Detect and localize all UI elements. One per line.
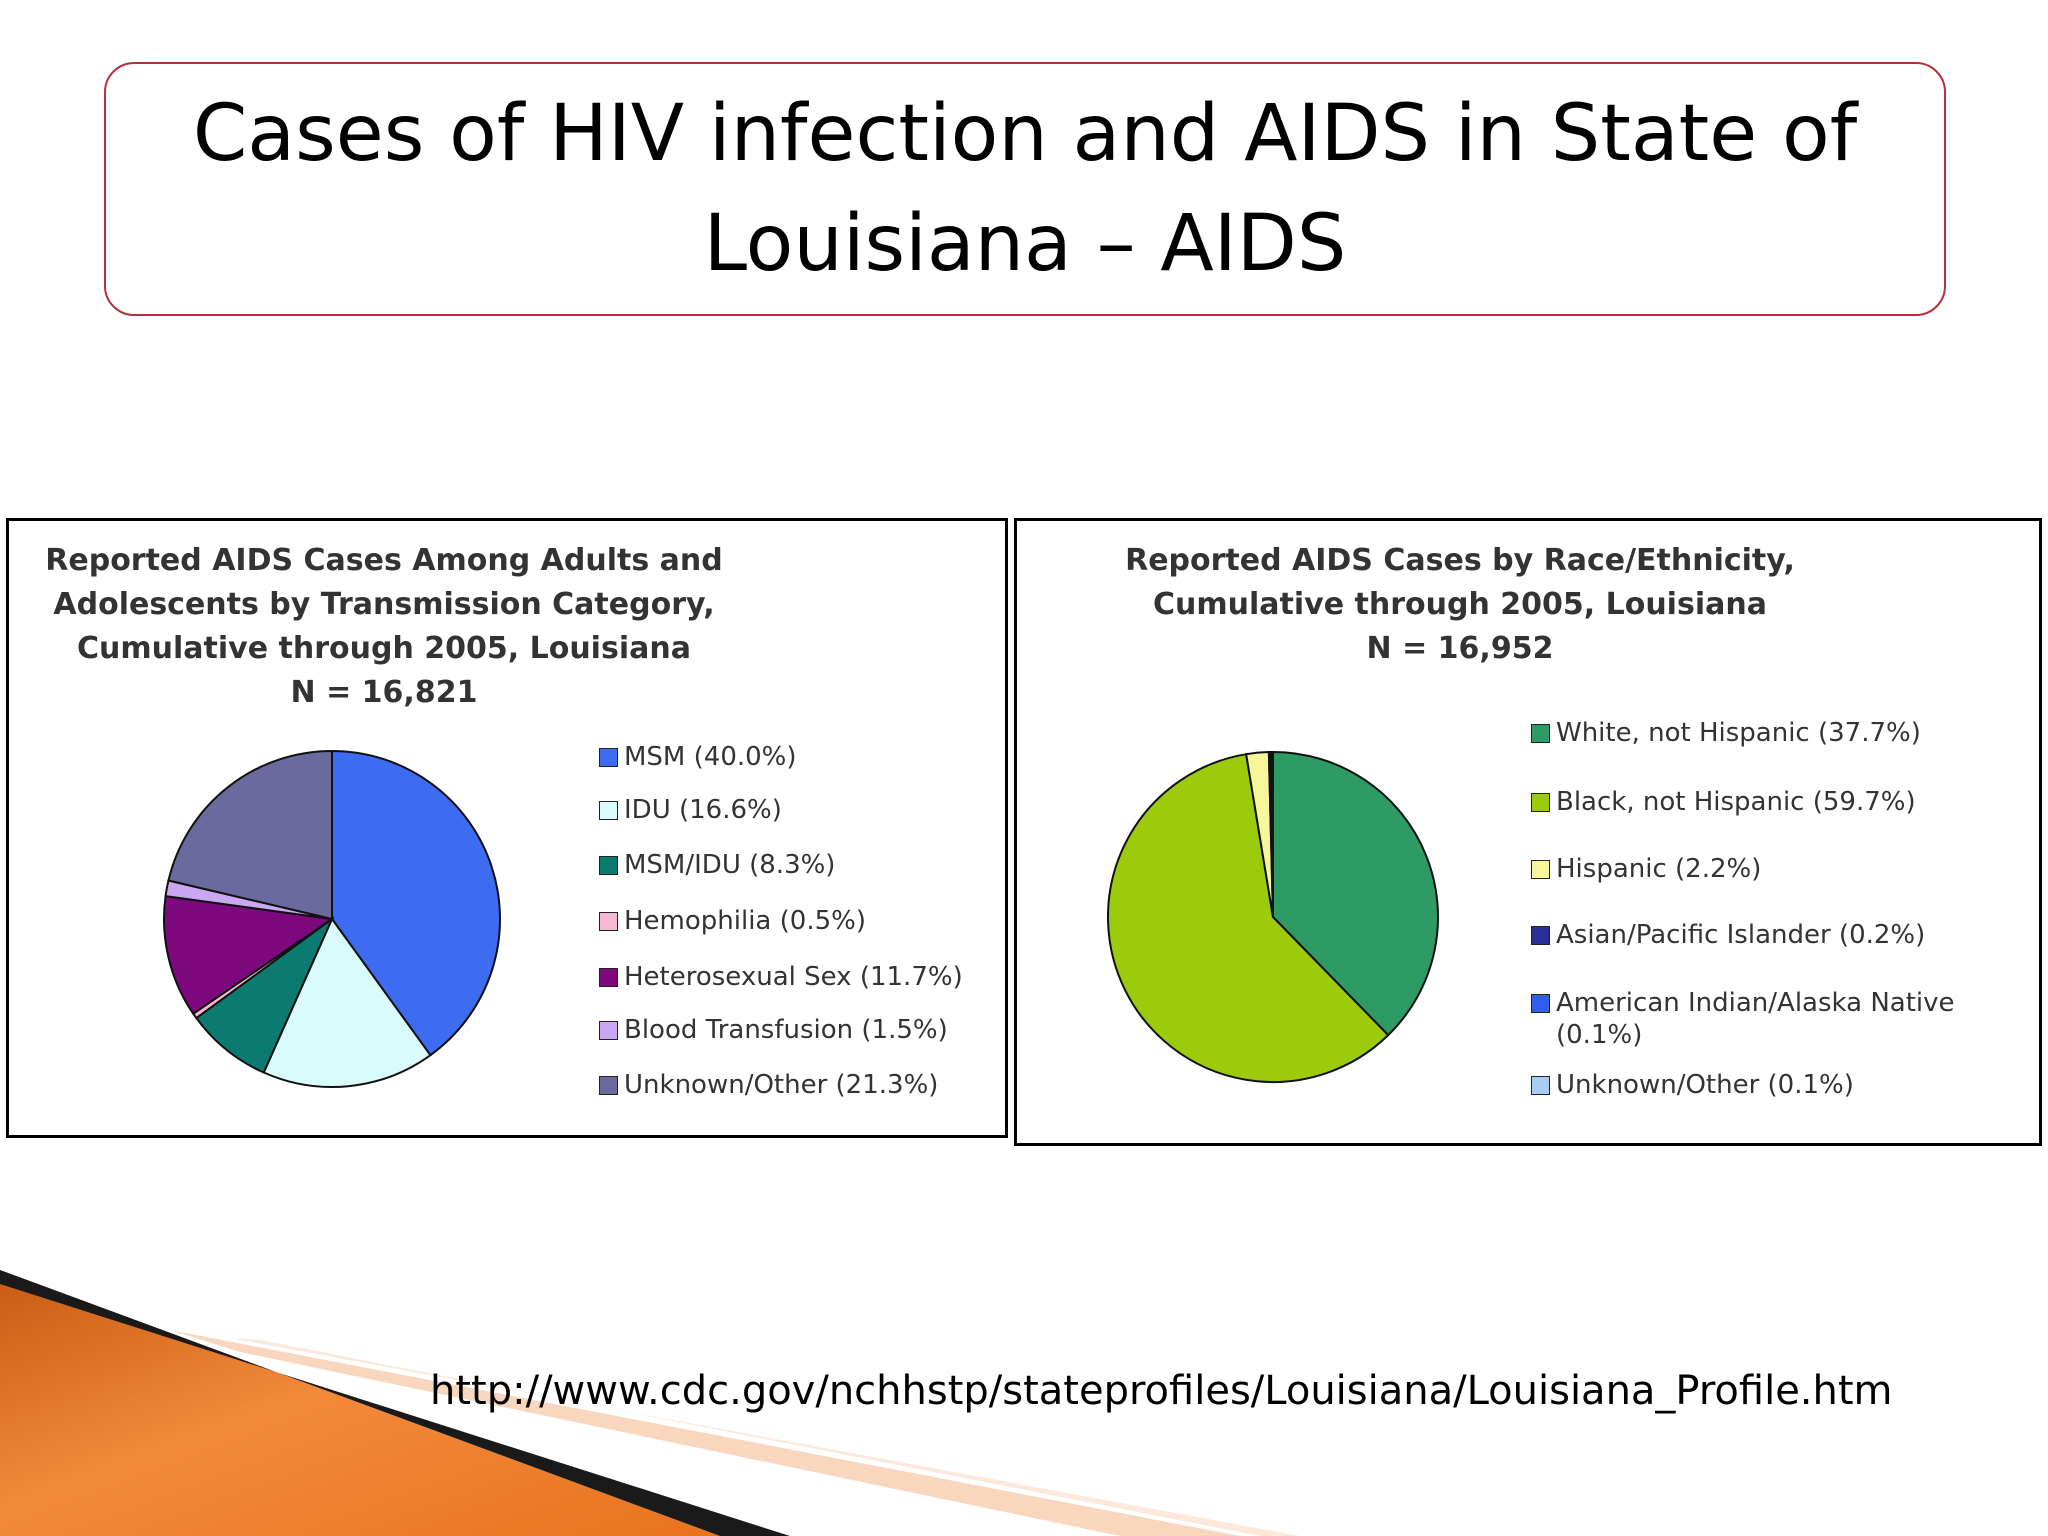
pie-slice xyxy=(262,917,432,1088)
legend-swatch xyxy=(1531,793,1550,812)
legend-item: Black, not Hispanic (59.7%) xyxy=(1531,786,1916,818)
pie-slice xyxy=(1107,753,1390,1083)
legend-label: American Indian/Alaska Native (0.1%) xyxy=(1556,988,1955,1050)
legend-item: Hemophilia (0.5%) xyxy=(599,905,866,937)
legend-label: IDU (16.6%) xyxy=(624,795,782,825)
legend-swatch xyxy=(599,968,618,987)
legend-swatch xyxy=(1531,994,1550,1013)
legend-swatch xyxy=(599,748,618,767)
chart-title-line: Adolescents by Transmission Category, xyxy=(53,587,715,622)
chart-title-line: Cumulative through 2005, Louisiana xyxy=(1153,587,1767,622)
legend-item: Unknown/Other (21.3%) xyxy=(599,1069,938,1101)
source-url[interactable]: http://www.cdc.gov/nchhstp/stateprofiles… xyxy=(430,1368,1893,1414)
chart-title-line: Reported AIDS Cases by Race/Ethnicity, xyxy=(1125,543,1795,578)
pie-slice xyxy=(194,915,335,1074)
legend-item: Unknown/Other (0.1%) xyxy=(1531,1069,1854,1101)
legend-item: White, not Hispanic (37.7%) xyxy=(1531,717,1921,749)
legend-label: White, not Hispanic (37.7%) xyxy=(1556,718,1921,748)
legend-item: American Indian/Alaska Native (0.1%) xyxy=(1531,987,1976,1051)
legend-swatch xyxy=(599,912,618,931)
legend-item: IDU (16.6%) xyxy=(599,794,782,826)
legend-label: MSM/IDU (8.3%) xyxy=(624,850,836,880)
legend-label: Asian/Pacific Islander (0.2%) xyxy=(1556,920,1926,950)
race-pie xyxy=(1107,750,1439,1083)
legend-label: MSM (40.0%) xyxy=(624,742,797,772)
legend-swatch xyxy=(599,801,618,820)
chart-title: Reported AIDS Cases Among Adults and Ado… xyxy=(9,539,759,715)
legend-swatch xyxy=(599,856,618,875)
race-chart-panel: Reported AIDS Cases by Race/Ethnicity, C… xyxy=(1014,518,2042,1146)
legend-swatch xyxy=(1531,724,1550,743)
legend-item: Asian/Pacific Islander (0.2%) xyxy=(1531,919,1925,951)
legend-swatch xyxy=(599,1076,618,1095)
chart-title: Reported AIDS Cases by Race/Ethnicity, C… xyxy=(1077,539,1843,671)
decorative-swoosh xyxy=(0,1270,1300,1536)
legend-item: Heterosexual Sex (11.7%) xyxy=(599,961,963,993)
legend-swatch xyxy=(1531,926,1550,945)
legend-item: Hispanic (2.2%) xyxy=(1531,853,1761,885)
legend-label: Heterosexual Sex (11.7%) xyxy=(624,962,963,992)
pie-slice xyxy=(163,894,335,1016)
legend-label: Hemophilia (0.5%) xyxy=(624,906,866,936)
legend-label: Unknown/Other (21.3%) xyxy=(624,1070,939,1100)
pie-slice xyxy=(1270,750,1274,918)
legend-label: Unknown/Other (0.1%) xyxy=(1556,1070,1854,1100)
pie-slice xyxy=(1272,750,1439,1037)
pie-slice xyxy=(331,749,501,1057)
pie-slice xyxy=(167,749,333,921)
chart-title-line: Cumulative through 2005, Louisiana xyxy=(77,631,691,666)
legend-swatch xyxy=(599,1021,618,1040)
legend-label: Hispanic (2.2%) xyxy=(1556,854,1762,884)
legend-item: MSM/IDU (8.3%) xyxy=(599,849,835,881)
legend-swatch xyxy=(1531,1076,1550,1095)
chart-title-line: N = 16,952 xyxy=(1366,631,1554,666)
legend-swatch xyxy=(1531,860,1550,879)
transmission-chart-panel: Reported AIDS Cases Among Adults and Ado… xyxy=(6,518,1008,1138)
legend-item: Blood Transfusion (1.5%) xyxy=(599,1014,948,1046)
legend-item: MSM (40.0%) xyxy=(599,741,797,773)
title-box: Cases of HIV infection and AIDS in State… xyxy=(104,62,1946,316)
legend-label: Blood Transfusion (1.5%) xyxy=(624,1015,948,1045)
chart-title-line: Reported AIDS Cases Among Adults and xyxy=(45,543,723,578)
transmission-pie xyxy=(163,749,501,1088)
legend-label: Black, not Hispanic (59.7%) xyxy=(1556,787,1916,817)
slide-title: Cases of HIV infection and AIDS in State… xyxy=(192,89,1858,289)
chart-title-line: N = 16,821 xyxy=(290,675,478,710)
